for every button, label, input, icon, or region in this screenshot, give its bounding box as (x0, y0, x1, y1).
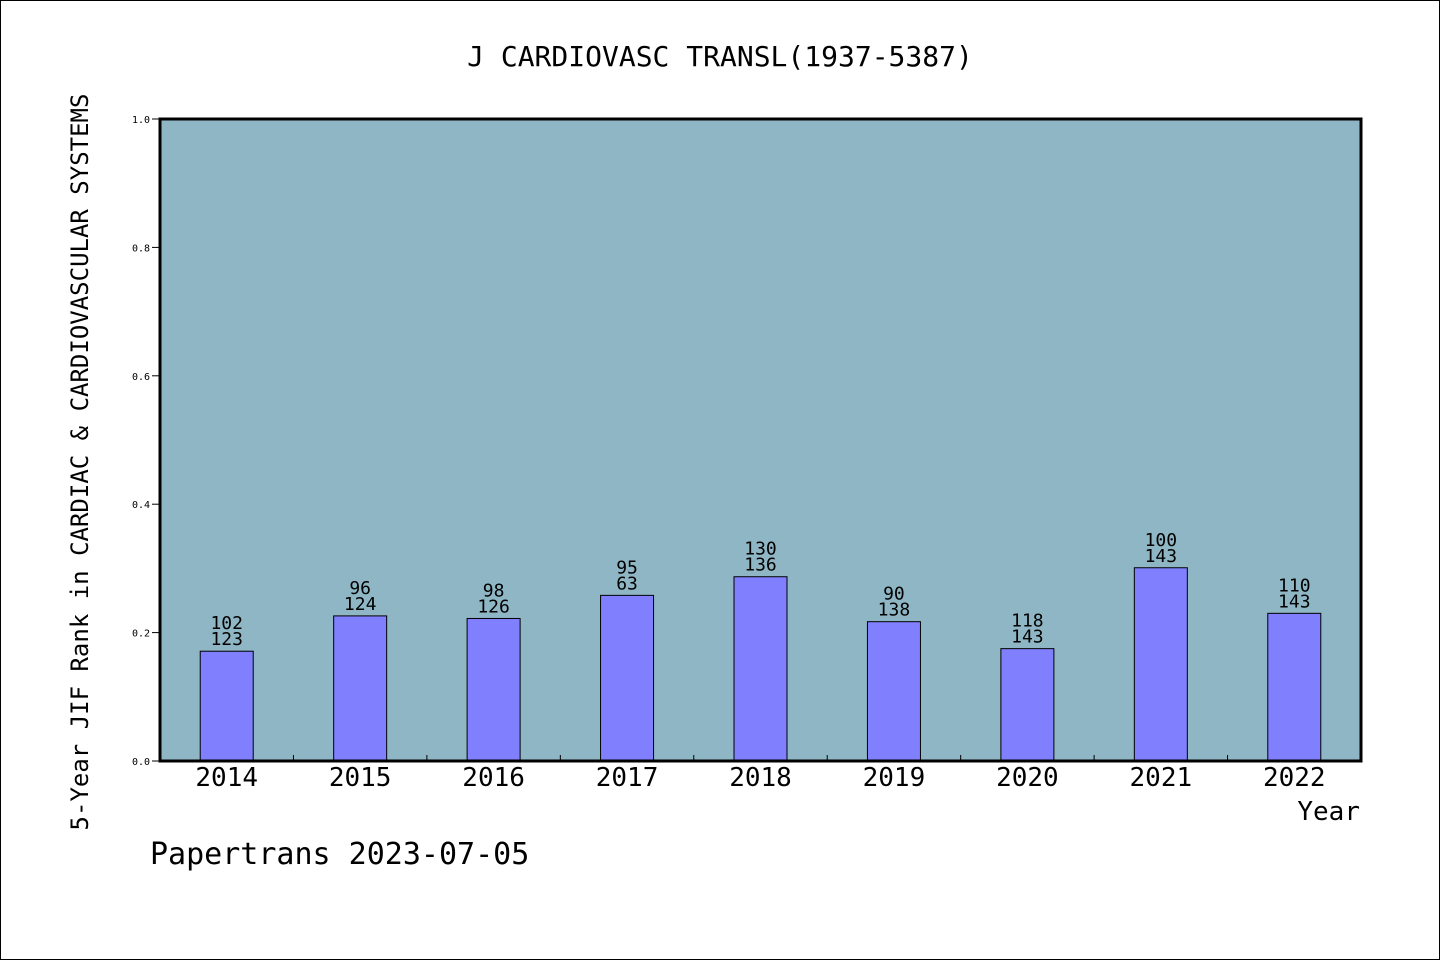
bar-label-upper: 118 (1011, 611, 1044, 632)
x-tick-label: 2020 (996, 763, 1059, 793)
x-tick-label: 2016 (462, 763, 525, 793)
plot-border (158, 117, 1363, 763)
x-tick-label: 2014 (195, 763, 258, 793)
bar-2020 (1000, 648, 1055, 762)
bar-2021 (1133, 567, 1188, 762)
bar-label-lower: 123 (210, 629, 243, 650)
bar-label-upper: 130 (744, 539, 777, 560)
x-tick-label: 2019 (863, 763, 926, 793)
bar-label-upper: 102 (210, 613, 243, 634)
y-tick-label: 0.2 (132, 629, 150, 640)
footer-credit: Papertrans 2023-07-05 (150, 837, 529, 872)
y-tick-label: 1.0 (132, 115, 150, 126)
chart-title: J CARDIOVASC TRANSL(1937-5387) (467, 40, 973, 73)
bar-label-lower: 143 (1011, 627, 1044, 648)
bar-label-upper: 96 (349, 578, 371, 599)
y-axis-label: 5-Year JIF Rank in CARDIAC & CARDIOVASCU… (66, 94, 94, 831)
bar-label-lower: 143 (1145, 546, 1178, 567)
bar-label-lower: 136 (744, 555, 777, 576)
bar-label-lower: 143 (1278, 591, 1311, 612)
bar-label-lower: 126 (477, 596, 510, 617)
y-tick-label: 0.8 (132, 243, 150, 254)
bar-2022 (1267, 612, 1322, 762)
bar-label-upper: 110 (1278, 575, 1311, 596)
x-tick-label: 2021 (1130, 763, 1193, 793)
x-tick-label: 2015 (329, 763, 392, 793)
x-axis-label: Year (1297, 797, 1360, 827)
bar-label-upper: 95 (616, 557, 638, 578)
y-tick-label: 0.6 (132, 372, 150, 383)
bar-label-lower: 124 (344, 594, 377, 615)
bar-label-upper: 90 (883, 584, 905, 605)
bar-label-upper: 98 (483, 580, 505, 601)
bar-2019 (866, 621, 921, 762)
bar-2017 (600, 594, 655, 762)
bar-label-lower: 63 (616, 573, 638, 594)
bars-group: 1021239612498126956313013690138118143100… (199, 530, 1322, 762)
ticks-group: 2014 2015 2016 2017 2018 2019 2020 2021 2022 0.0 0… (132, 115, 1363, 793)
bar-2016 (466, 617, 521, 762)
y-tick-label: 0.0 (132, 757, 150, 768)
bar-2014 (199, 650, 254, 762)
y-tick-label: 0.4 (132, 500, 150, 511)
x-tick-label: 2018 (729, 763, 792, 793)
x-tick-label: 2017 (596, 763, 659, 793)
bar-label-upper: 100 (1145, 530, 1178, 551)
x-tick-label: 2022 (1263, 763, 1326, 793)
bar-label-lower: 138 (878, 600, 911, 621)
bar-2018 (733, 576, 788, 762)
bar-2015 (333, 615, 388, 762)
